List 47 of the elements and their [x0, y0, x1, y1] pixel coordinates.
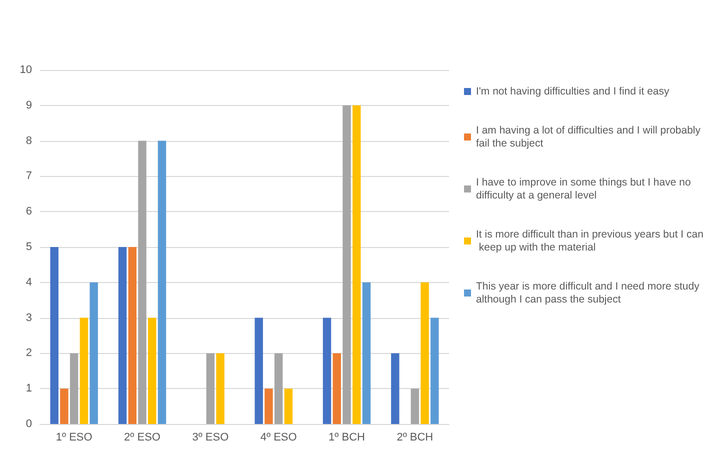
bar — [352, 105, 361, 424]
bar — [60, 388, 68, 424]
y-tick-label: 3 — [26, 312, 32, 324]
bar — [148, 318, 156, 424]
bar — [420, 282, 429, 424]
bar — [70, 353, 78, 424]
bar — [158, 140, 166, 424]
x-tick-label: 1º ESO — [56, 432, 93, 444]
x-tick-label: 2º ESO — [124, 432, 161, 444]
x-tick-label: 3º ESO — [192, 432, 230, 444]
x-tick-label: 1º BCH — [328, 432, 366, 444]
y-tick-label: 5 — [26, 241, 32, 253]
y-tick-label: 1 — [26, 382, 32, 395]
bar — [391, 353, 400, 424]
bar — [80, 318, 88, 424]
bar — [362, 282, 371, 424]
bar — [284, 388, 293, 424]
legend-label: I have to improve in some things but I have no difficulty at a general level — [476, 176, 694, 202]
bar — [50, 247, 58, 424]
bar — [216, 353, 224, 424]
x-tick-label: 2º BCH — [396, 432, 434, 444]
bar — [138, 140, 146, 424]
y-tick-label: 9 — [26, 99, 32, 112]
bar — [332, 353, 341, 424]
bar — [322, 318, 332, 424]
bar — [430, 318, 439, 424]
y-tick-label: 10 — [20, 64, 32, 76]
bar — [206, 353, 215, 424]
y-tick-label: 8 — [26, 134, 32, 147]
y-tick-label: 2 — [26, 347, 32, 360]
y-tick-label: 0 — [26, 418, 32, 430]
bar — [90, 282, 98, 424]
x-tick-label: 4º ESO — [260, 432, 298, 444]
y-tick-label: 7 — [26, 170, 32, 182]
bar — [128, 247, 136, 424]
legend-label: I'm not having difficulties and I find it easy — [476, 86, 670, 98]
legend-label: It is more difficult than in previous years but I can keep up with the material — [476, 228, 704, 254]
legend-label: This year is more difficult and I need more study although I can pass the subject — [476, 280, 702, 306]
y-tick-label: 6 — [26, 206, 32, 218]
bar — [264, 388, 273, 424]
bar — [254, 318, 263, 424]
bar — [410, 388, 420, 424]
bar — [342, 105, 351, 424]
bar — [274, 353, 283, 424]
y-tick-label: 4 — [26, 276, 32, 288]
legend-label: I am having a lot of difficulties and I will probably fail the subject — [476, 124, 704, 150]
bar — [118, 247, 127, 424]
